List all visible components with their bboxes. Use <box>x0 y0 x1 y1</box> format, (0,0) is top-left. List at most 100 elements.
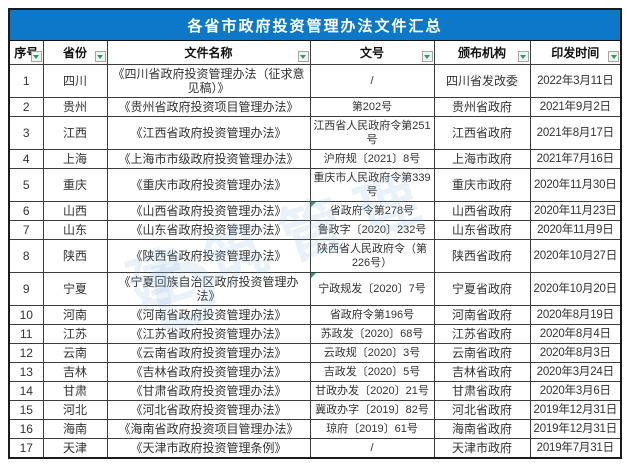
cell-province[interactable]: 吉林 <box>42 362 108 382</box>
cell-doc-name[interactable]: 《重庆市政府投资管理办法》 <box>106 168 311 202</box>
cell-agency[interactable]: 天津市政府 <box>433 438 531 459</box>
cell-doc-no[interactable]: 省政府令第278号 <box>309 201 435 221</box>
cell-province[interactable]: 江苏 <box>42 324 108 344</box>
cell-no[interactable]: 13 <box>8 362 44 382</box>
cell-agency[interactable]: 重庆市政府 <box>433 168 531 202</box>
cell-province[interactable]: 天津 <box>42 438 108 459</box>
cell-doc-no[interactable]: 琼府〔2019〕61号 <box>309 419 435 439</box>
cell-no[interactable]: 2 <box>8 97 44 117</box>
cell-province[interactable]: 河北 <box>42 400 108 420</box>
column-header-doc-name[interactable]: 文件名称 <box>106 40 311 65</box>
cell-province[interactable]: 河南 <box>42 305 108 325</box>
cell-date[interactable]: 2020年3月24日 <box>529 362 622 382</box>
filter-button[interactable] <box>94 51 106 62</box>
cell-agency[interactable]: 河北省政府 <box>433 400 531 420</box>
cell-province[interactable]: 陕西 <box>42 239 108 273</box>
cell-province[interactable]: 江西 <box>42 116 108 150</box>
cell-doc-no[interactable]: 沪府规〔2021〕8号 <box>309 149 435 169</box>
cell-no[interactable]: 11 <box>8 324 44 344</box>
cell-province[interactable]: 四川 <box>42 64 108 98</box>
cell-doc-no[interactable]: / <box>309 64 435 98</box>
cell-province[interactable]: 海南 <box>42 419 108 439</box>
cell-agency[interactable]: 江西省政府 <box>433 116 531 150</box>
filter-button[interactable] <box>608 51 620 62</box>
cell-agency[interactable]: 甘肃省政府 <box>433 381 531 401</box>
cell-doc-name[interactable]: 《江西省政府投资管理办法》 <box>106 116 311 150</box>
cell-date[interactable]: 2021年9月2日 <box>529 97 622 117</box>
cell-doc-no[interactable]: 苏政发〔2020〕68号 <box>309 324 435 344</box>
cell-no[interactable]: 14 <box>8 381 44 401</box>
cell-doc-name[interactable]: 《河北省政府投资管理办法》 <box>106 400 311 420</box>
cell-no[interactable]: 7 <box>8 220 44 240</box>
cell-date[interactable]: 2019年7月31日 <box>529 438 622 459</box>
cell-date[interactable]: 2019年12月31日 <box>529 400 622 420</box>
cell-province[interactable]: 云南 <box>42 343 108 363</box>
cell-agency[interactable]: 山西省政府 <box>433 201 531 221</box>
cell-agency[interactable]: 陕西省政府 <box>433 239 531 273</box>
cell-doc-name[interactable]: 《山西省政府投资管理办法》 <box>106 201 311 221</box>
cell-date[interactable]: 2020年3月6日 <box>529 381 622 401</box>
cell-doc-no[interactable]: 吉政发〔2020〕5号 <box>309 362 435 382</box>
cell-no[interactable]: 1 <box>8 64 44 98</box>
cell-doc-name[interactable]: 《江苏省政府投资管理办法》 <box>106 324 311 344</box>
column-header-date[interactable]: 印发时间 <box>529 40 622 65</box>
filter-button[interactable] <box>30 51 42 62</box>
cell-date[interactable]: 2020年8月4日 <box>529 324 622 344</box>
cell-date[interactable]: 2020年11月30日 <box>529 168 622 202</box>
cell-agency[interactable]: 吉林省政府 <box>433 362 531 382</box>
cell-doc-no[interactable]: 冀政办字〔2019〕82号 <box>309 400 435 420</box>
cell-date[interactable]: 2020年8月3日 <box>529 343 622 363</box>
cell-doc-name[interactable]: 《四川省政府投资管理办法（征求意见稿）》 <box>106 64 311 98</box>
cell-date[interactable]: 2020年11月9日 <box>529 220 622 240</box>
cell-doc-no[interactable]: / <box>309 438 435 459</box>
cell-doc-no[interactable]: 省政府令第196号 <box>309 305 435 325</box>
cell-agency[interactable]: 河南省政府 <box>433 305 531 325</box>
cell-no[interactable]: 3 <box>8 116 44 150</box>
cell-agency[interactable]: 四川省发改委 <box>433 64 531 98</box>
cell-date[interactable]: 2021年8月17日 <box>529 116 622 150</box>
cell-date[interactable]: 2020年10月27日 <box>529 239 622 273</box>
cell-no[interactable]: 9 <box>8 272 44 306</box>
cell-doc-no[interactable]: 重庆市人民政府令第339 号 <box>309 168 435 202</box>
cell-doc-name[interactable]: 《贵州省政府投资项目管理办法》 <box>106 97 311 117</box>
cell-no[interactable]: 10 <box>8 305 44 325</box>
cell-province[interactable]: 山西 <box>42 201 108 221</box>
cell-no[interactable]: 8 <box>8 239 44 273</box>
cell-no[interactable]: 4 <box>8 149 44 169</box>
cell-province[interactable]: 甘肃 <box>42 381 108 401</box>
cell-no[interactable]: 12 <box>8 343 44 363</box>
cell-date[interactable]: 2020年11月23日 <box>529 201 622 221</box>
cell-doc-name[interactable]: 《河南省政府投资管理办法》 <box>106 305 311 325</box>
cell-province[interactable]: 上海 <box>42 149 108 169</box>
cell-doc-no[interactable]: 鲁政字〔2020〕232号 <box>309 220 435 240</box>
cell-date[interactable]: 2022年3月11日 <box>529 64 622 98</box>
cell-doc-name[interactable]: 《吉林省政府投资管理办法》 <box>106 362 311 382</box>
cell-date[interactable]: 2020年8月19日 <box>529 305 622 325</box>
cell-doc-name[interactable]: 《天津市政府投资管理条例》 <box>106 438 311 459</box>
column-header-no[interactable]: 序号 <box>8 40 44 65</box>
filter-button[interactable] <box>421 51 433 62</box>
cell-agency[interactable]: 宁夏省政府 <box>433 272 531 306</box>
cell-province[interactable]: 山东 <box>42 220 108 240</box>
cell-no[interactable]: 15 <box>8 400 44 420</box>
cell-doc-no[interactable]: 宁政规发〔2020〕7号 <box>309 272 435 306</box>
cell-doc-no[interactable]: 第202号 <box>309 97 435 117</box>
column-header-doc-no[interactable]: 文号 <box>309 40 435 65</box>
cell-agency[interactable]: 海南省政府 <box>433 419 531 439</box>
cell-date[interactable]: 2021年7月16日 <box>529 149 622 169</box>
cell-agency[interactable]: 山东省政府 <box>433 220 531 240</box>
cell-agency[interactable]: 云南省政府 <box>433 343 531 363</box>
cell-doc-name[interactable]: 《山东省政府投资管理办法》 <box>106 220 311 240</box>
filter-button[interactable] <box>517 51 529 62</box>
cell-doc-no[interactable]: 陕西省人民政府令（第226号） <box>309 239 435 273</box>
cell-no[interactable]: 17 <box>8 438 44 459</box>
cell-province[interactable]: 宁夏 <box>42 272 108 306</box>
cell-no[interactable]: 16 <box>8 419 44 439</box>
cell-doc-name[interactable]: 《宁夏回族自治区政府投资管理办法》 <box>106 272 311 306</box>
cell-doc-no[interactable]: 江西省人民政府令第251号 <box>309 116 435 150</box>
cell-no[interactable]: 5 <box>8 168 44 202</box>
cell-province[interactable]: 重庆 <box>42 168 108 202</box>
cell-doc-name[interactable]: 《云南省政府投资管理办法》 <box>106 343 311 363</box>
column-header-agency[interactable]: 颁布机构 <box>433 40 531 65</box>
cell-doc-name[interactable]: 《上海市市级政府投资管理办法》 <box>106 149 311 169</box>
